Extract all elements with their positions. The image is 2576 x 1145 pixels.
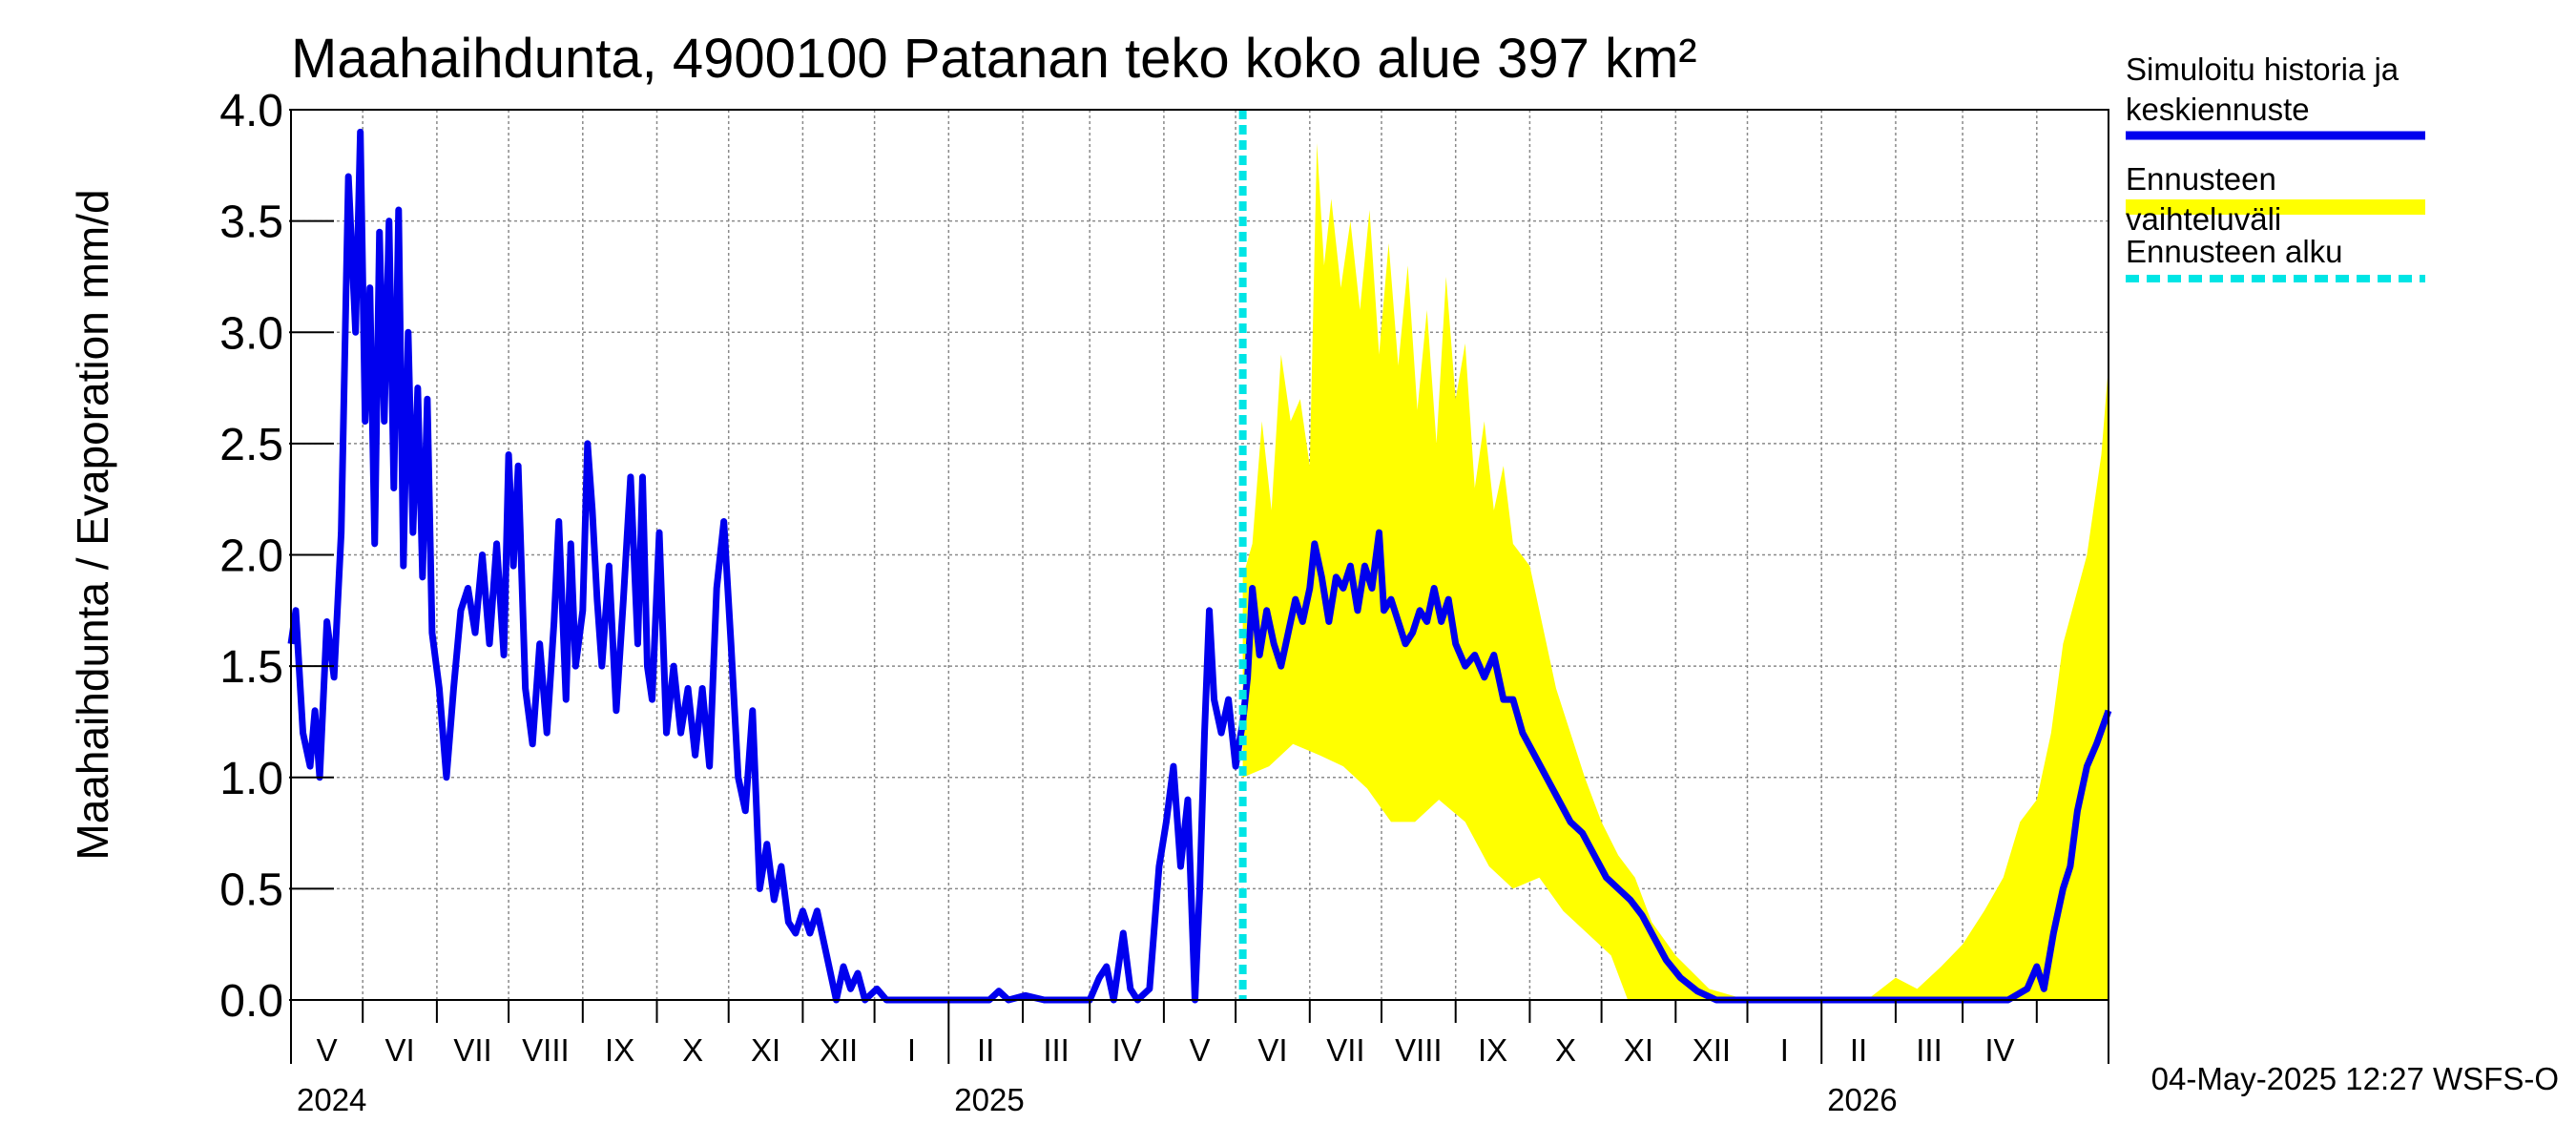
y-tick-label: 3.5 [219, 198, 283, 248]
x-month-label: III [1916, 1032, 1942, 1068]
x-month-label: III [1043, 1032, 1070, 1068]
history-forecast-line [287, 128, 2112, 1004]
x-month-label: XII [820, 1032, 858, 1068]
y-tick-label: 0.0 [219, 976, 283, 1027]
x-month-label: XI [751, 1032, 780, 1068]
x-month-label: I [907, 1032, 916, 1068]
x-month-label: IX [1478, 1032, 1507, 1068]
x-month-label: VIII [1395, 1032, 1443, 1068]
x-year-label: 2024 [297, 1082, 366, 1117]
x-year-label: 2025 [954, 1082, 1024, 1117]
x-month-label: V [1189, 1032, 1210, 1068]
legend-label-forecast-start: Ennusteen alku [2126, 234, 2343, 269]
timestamp-footer: 04-May-2025 12:27 WSFS-O [2150, 1061, 2559, 1096]
forecast-range-band [1242, 142, 2109, 1001]
legend-label-history: Simuloitu historia ja keskiennuste [2126, 52, 2399, 127]
x-month-label: VIII [522, 1032, 570, 1068]
x-month-label: IX [605, 1032, 634, 1068]
y-axis-label: Maahaihdunta / Evaporation mm/d [68, 189, 117, 861]
series-line-history [287, 128, 2112, 1004]
x-month-label: I [1780, 1032, 1789, 1068]
y-tick-label: 3.0 [219, 308, 283, 359]
y-tick-label: 4.0 [219, 86, 283, 136]
x-month-label: XI [1624, 1032, 1653, 1068]
x-month-label: X [682, 1032, 703, 1068]
x-month-label: VI [384, 1032, 414, 1068]
y-tick-labels: 0.0 0.5 1.0 1.5 2.0 2.5 3.0 3.5 4.0 [219, 86, 334, 1027]
y-tick-label: 0.5 [219, 864, 283, 915]
x-month-label: XII [1693, 1032, 1731, 1068]
legend-swatches [2126, 131, 2425, 282]
x-month-label: IV [1984, 1032, 2014, 1068]
y-tick-label: 1.0 [219, 754, 283, 804]
y-tick-label: 2.0 [219, 531, 283, 582]
legend-label-range: Ennusteen vaihteluväli [2126, 161, 2282, 237]
x-year-label: 2026 [1827, 1082, 1897, 1117]
x-month-label: VI [1257, 1032, 1287, 1068]
x-month-label: V [317, 1032, 338, 1068]
forecast-range-area [1242, 142, 2109, 1001]
x-month-label: VII [453, 1032, 491, 1068]
x-month-label: II [977, 1032, 994, 1068]
x-month-label: VII [1326, 1032, 1364, 1068]
y-tick-label: 1.5 [219, 642, 283, 693]
chart-title: Maahaihdunta, 4900100 Patanan teko koko … [291, 28, 1697, 90]
x-month-label: II [1850, 1032, 1867, 1068]
x-month-label: IV [1111, 1032, 1141, 1068]
x-month-labels: V VI VII VIII IX X XI XII I II III IV V VI VII VIII IX X X… [297, 1032, 2015, 1117]
y-tick-label: 2.5 [219, 420, 283, 470]
x-month-label: X [1555, 1032, 1576, 1068]
